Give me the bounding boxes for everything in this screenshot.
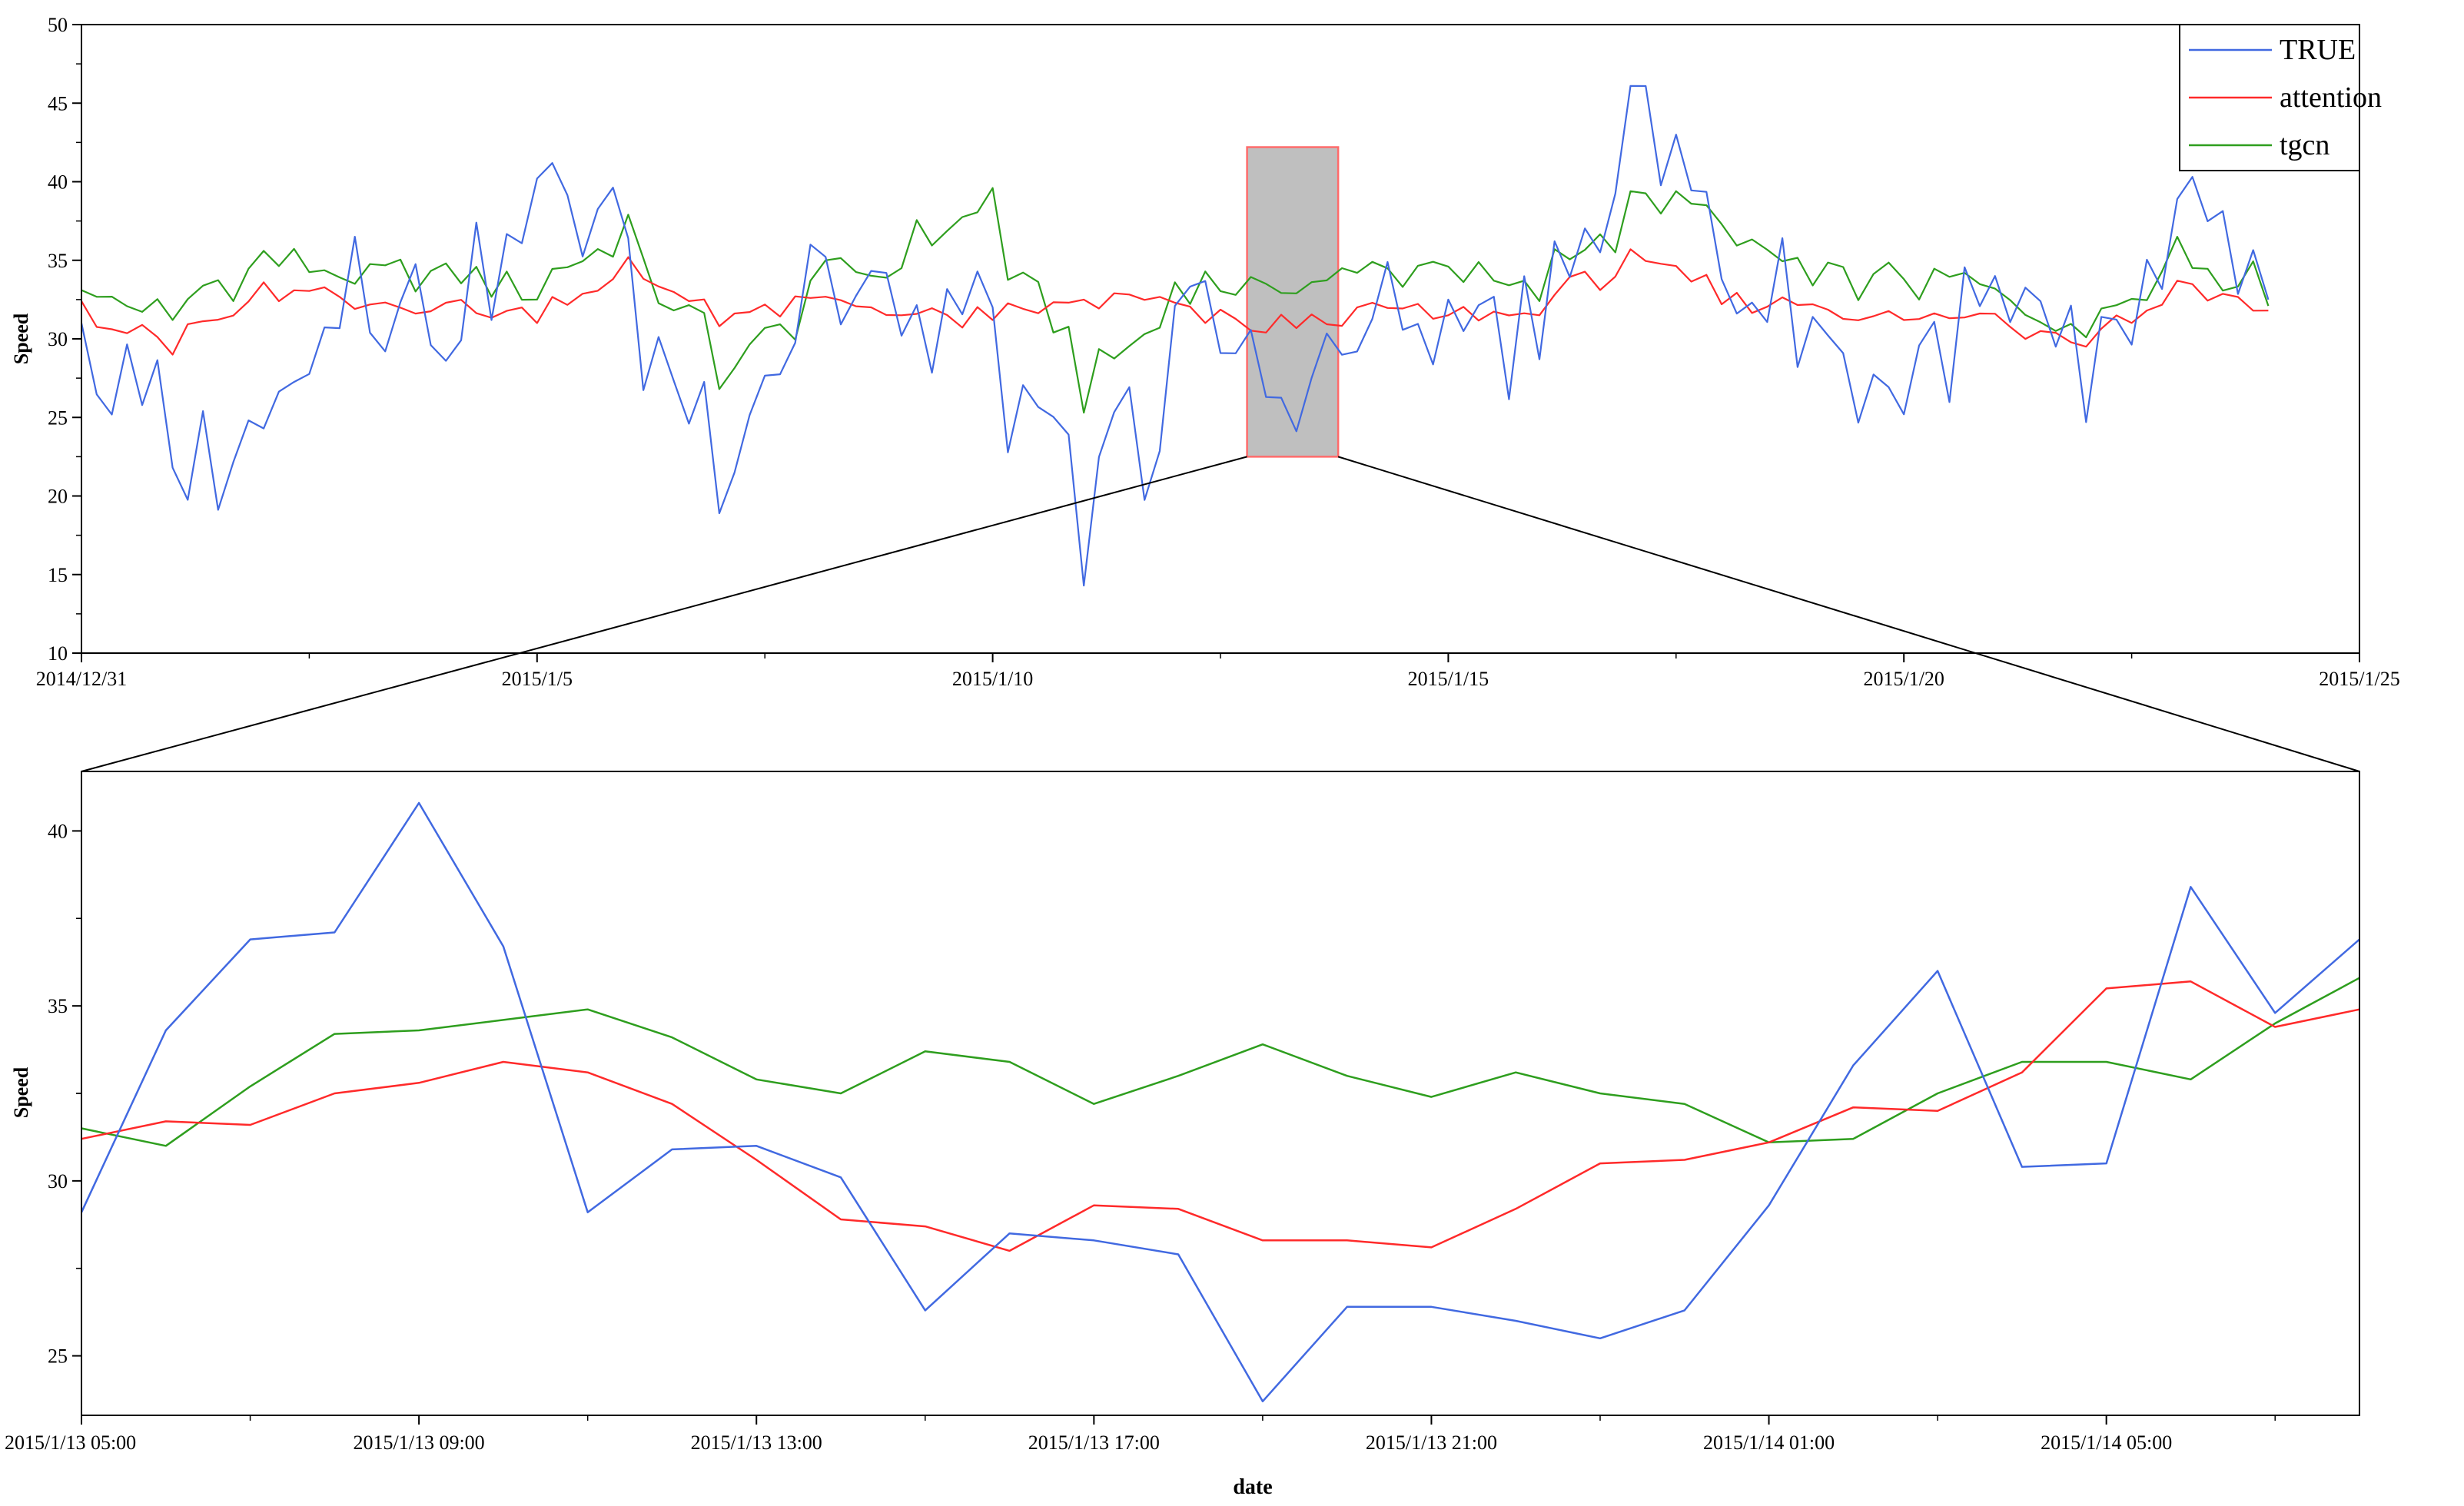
overview-xtick-label: 2015/1/25 [2319,668,2399,690]
zoom-xtick-label: 2015/1/13 05:00 [5,1431,136,1454]
overview-ytick-label: 30 [48,328,68,350]
overview-plot-frame [81,24,2360,654]
overview-series-line-tgcn [81,187,2270,414]
legend-label-tgcn: tgcn [2280,129,2330,161]
zoom-xtick-label: 2015/1/13 13:00 [691,1431,822,1454]
zoom-xtick-label: 2015/1/13 21:00 [1366,1431,1497,1454]
zoom-chart: 25 30 35 40 2015/1/13 05:00 2015/1/13 09:00 20… [5,771,2360,1499]
overview-xtick-label: 2015/1/20 [1863,668,1944,690]
overview-xtick-label: 2014/12/31 [36,668,127,690]
zoom-connector-left [81,456,1247,772]
zoom-connector-right [1337,456,2360,772]
overview-series-line-true [80,85,2270,587]
overview-ytick-label: 20 [48,486,68,508]
overview-chart: 10 15 20 25 30 35 40 45 50 2014/12/31 2015/1/5 2015… [10,14,2400,690]
zoom-series [80,801,2360,1403]
overview-ytick-label: 40 [48,171,68,194]
zoom-plot-frame [81,771,2360,1416]
zoom-xtick-label: 2015/1/14 05:00 [2041,1431,2172,1454]
overview-ytick-label: 50 [48,14,68,36]
zoom-ylabel: Speed [10,1066,32,1118]
zoom-connector-lines [81,456,2360,772]
zoom-series-line-true [80,801,2360,1403]
legend-label-true: TRUE [2280,34,2356,66]
overview-series [80,85,2270,587]
zoom-ytick-label: 30 [48,1170,68,1193]
overview-axes: 10 15 20 25 30 35 40 45 50 2014/12/31 2015/1/5 2015… [36,14,2400,690]
zoom-xtick-label: 2015/1/13 17:00 [1028,1431,1160,1454]
overview-legend: TRUE attention tgcn [2179,24,2382,171]
legend-label-attention: attention [2280,81,2382,114]
zoom-ytick-label: 40 [48,820,68,842]
overview-ytick-label: 10 [48,642,68,665]
overview-series-line-attention [81,248,2269,356]
overview-ytick-label: 45 [48,92,68,114]
zoom-ytick-label: 35 [48,995,68,1017]
overview-ytick-label: 35 [48,250,68,272]
zoom-series-line-tgcn [81,977,2360,1147]
zoom-series-line-attention [81,980,2360,1252]
zoom-axes: 25 30 35 40 2015/1/13 05:00 2015/1/13 09:00 20… [5,820,2276,1454]
zoom-xtick-label: 2015/1/14 01:00 [1703,1431,1835,1454]
zoom-xtick-label: 2015/1/13 09:00 [354,1431,485,1454]
overview-ytick-label: 25 [48,406,68,429]
overview-xtick-label: 2015/1/15 [1408,668,1489,690]
zoom-ytick-label: 25 [48,1345,68,1368]
overview-xtick-label: 2015/1/10 [952,668,1033,690]
overview-ylabel: Speed [10,313,32,364]
zoom-xlabel: date [1233,1475,1272,1499]
overview-zoom-highlight [1246,146,1340,458]
overview-ytick-label: 15 [48,564,68,586]
overview-xtick-label: 2015/1/5 [502,668,573,690]
